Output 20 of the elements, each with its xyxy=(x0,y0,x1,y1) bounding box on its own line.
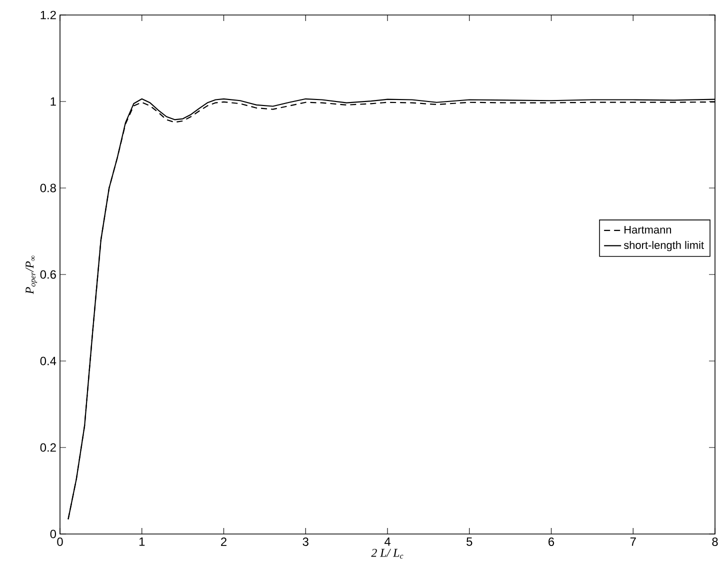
y-tick-label: 0.4 xyxy=(40,356,56,366)
x-tick-label: 2 xyxy=(221,538,226,546)
x-tick-label: 0 xyxy=(57,538,63,546)
y-tick-label: 1.2 xyxy=(40,10,56,20)
legend-label: Hartmann xyxy=(624,226,672,234)
y-tick-label: 0.2 xyxy=(40,443,56,452)
y-tick-label: 1 xyxy=(50,97,56,106)
legend-label: short-length limit xyxy=(624,240,704,252)
x-tick-label: 6 xyxy=(548,538,554,546)
x-axis-title: 2 L/ L$_{c}$ xyxy=(371,548,404,559)
y-tick-label: 0.6 xyxy=(40,270,56,279)
x-tick-label: 8 xyxy=(712,538,718,546)
y-tick-label: 0.8 xyxy=(40,184,56,192)
x-tick-label: 4 xyxy=(384,538,390,546)
x-tick-label: 5 xyxy=(466,538,472,546)
x-tick-label: 3 xyxy=(302,538,308,546)
y-axis-title: P$_{oper}$/P$_{∞}$ xyxy=(26,256,38,294)
y-tick-label: 0 xyxy=(50,530,56,538)
x-tick-label: 7 xyxy=(630,538,636,546)
x-tick-label: 1 xyxy=(139,538,145,546)
